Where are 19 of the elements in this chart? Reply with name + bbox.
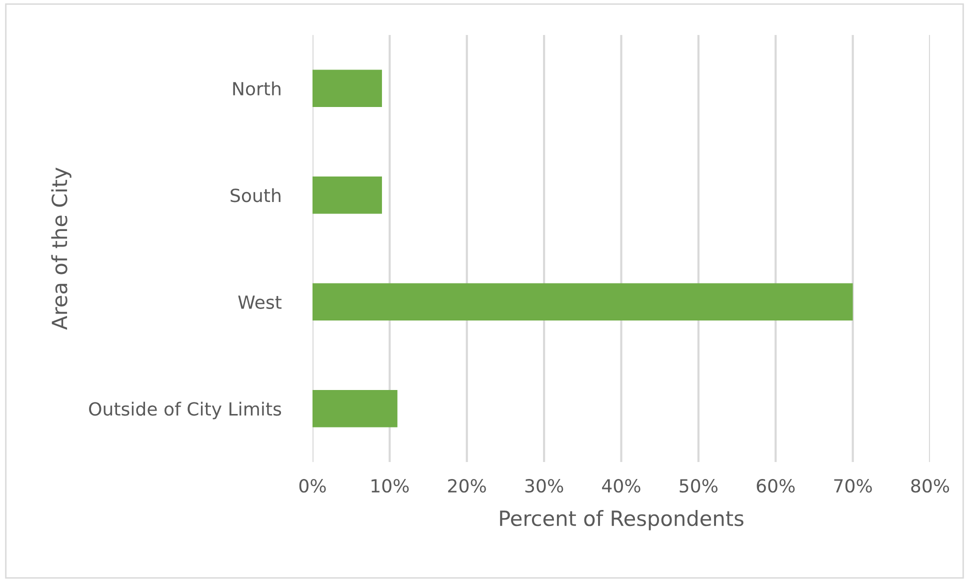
x-tick-label: 0% bbox=[299, 478, 326, 493]
bar bbox=[312, 283, 853, 321]
y-tick-label: North bbox=[233, 82, 280, 96]
x-tick-label: 30% bbox=[525, 478, 564, 493]
x-tick-label: 80% bbox=[911, 478, 950, 493]
y-tick-label: Outside of City Limits bbox=[89, 402, 282, 420]
x-tick-label: 70% bbox=[834, 478, 872, 493]
y-tick-label: South bbox=[230, 188, 280, 202]
bar bbox=[312, 390, 398, 428]
x-tick-label: 10% bbox=[372, 478, 409, 493]
bar bbox=[312, 176, 382, 214]
x-axis-title: Percent of Respondents bbox=[500, 510, 744, 530]
y-tick-label: West bbox=[238, 296, 282, 309]
x-tick-label: 60% bbox=[756, 478, 795, 493]
y-axis-title: Area of the City bbox=[51, 168, 72, 330]
x-tick-label: 40% bbox=[602, 478, 640, 493]
x-tick-label: 20% bbox=[448, 478, 486, 493]
bar bbox=[312, 70, 382, 108]
x-tick-label: 50% bbox=[680, 478, 718, 493]
